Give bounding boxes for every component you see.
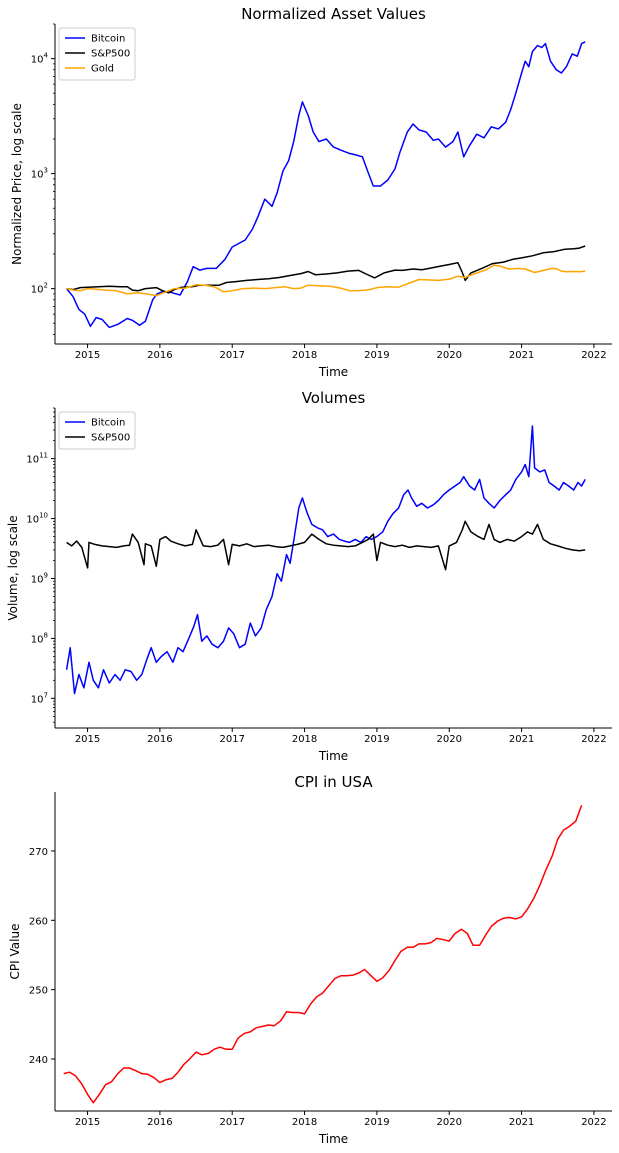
y-tick-exponent: 3 [44,167,48,175]
y-tick-exponent: 7 [44,691,48,699]
y-tick-base: 10 [26,455,39,466]
subplot-2: Volumes 2015 2016 2017 2018 2019 2020 2021 2022 1… [6,389,612,763]
y-tick-exponent: 11 [39,452,48,460]
x-tick-label: 2015 [75,350,100,361]
series-line-bitcoin [65,425,586,695]
y-tick-label: 260 [29,916,48,927]
x-tick-label: 2020 [437,734,462,745]
x-tick-label: 2015 [75,734,100,745]
x-tick-label: 2017 [220,350,245,361]
y-tick-base: 10 [31,170,44,181]
x-tick-label: 2018 [292,734,317,745]
y-tick-label: 103 [31,167,48,181]
y-tick-label: 270 [29,847,48,858]
legend-label: Bitcoin [91,418,125,429]
chart-title: Normalized Asset Values [241,5,426,23]
y-axis-label: Volume, log scale [6,515,20,620]
y-tick-base: 10 [26,515,39,526]
y-tick-label: 104 [31,52,49,66]
y-tick-label: 109 [31,571,48,585]
x-tick-label: 2021 [509,1117,534,1128]
x-tick-label: 2020 [437,1117,462,1128]
y-tick-label: 102 [31,282,48,296]
y-tick-exponent: 9 [44,571,48,579]
legend-box [58,27,136,81]
chart-title: CPI in USA [294,773,373,791]
x-tick-label: 2017 [220,734,245,745]
x-tick-label: 2022 [581,350,606,361]
x-tick-label: 2016 [147,350,172,361]
series-line-sp500 [66,245,586,294]
x-tick-label: 2019 [364,734,389,745]
y-axis-label: CPI Value [8,924,22,980]
x-tick-label: 2022 [581,734,606,745]
x-tick-label: 2019 [364,1117,389,1128]
y-tick-label: 1011 [26,452,48,466]
x-tick-label: 2016 [147,734,172,745]
subplot-3: CPI in USA 2015 2016 2017 2018 2019 2020 2021 20… [8,773,612,1146]
chart-title: Volumes [302,389,366,407]
x-tick-label: 2019 [364,350,389,361]
y-tick-exponent: 2 [44,282,48,290]
y-tick-label: 107 [31,691,48,705]
y-tick-exponent: 8 [44,631,48,639]
x-tick-label: 2015 [75,1117,100,1128]
x-axis-label: Time [318,749,348,763]
legend-label: S&P500 [91,433,130,444]
x-tick-label: 2021 [509,734,534,745]
y-tick-label: 108 [31,631,48,645]
x-tick-label: 2020 [437,350,462,361]
y-tick-base: 10 [31,574,44,585]
y-tick-base: 10 [31,634,44,645]
legend-label: Gold [91,64,114,75]
x-tick-label: 2021 [509,350,534,361]
series-line-bitcoin [66,41,586,329]
y-tick-base: 10 [31,285,44,296]
series-line-cpi [63,804,583,1104]
x-tick-label: 2016 [147,1117,172,1128]
legend-label: S&P500 [91,49,130,60]
y-tick-exponent: 10 [39,512,48,520]
x-tick-label: 2018 [292,1117,317,1128]
y-tick-exponent: 4 [44,52,49,60]
y-axis-label: Normalized Price, log scale [10,103,24,265]
y-tick-label: 1010 [26,512,48,526]
subplot-1: Normalized Asset Values 2015 2016 2017 2018 2… [10,5,612,379]
x-tick-label: 2017 [220,1117,245,1128]
legend-label: Bitcoin [91,34,125,45]
series-line-sp500 [66,520,586,571]
y-tick-label: 250 [29,986,48,997]
x-tick-label: 2022 [581,1117,606,1128]
x-tick-label: 2018 [292,350,317,361]
y-tick-base: 10 [31,55,44,66]
x-axis-label: Time [318,365,348,379]
y-tick-label: 240 [29,1055,48,1066]
series-line-gold [66,264,586,297]
x-axis-label: Time [318,1132,348,1146]
y-tick-base: 10 [31,694,44,705]
